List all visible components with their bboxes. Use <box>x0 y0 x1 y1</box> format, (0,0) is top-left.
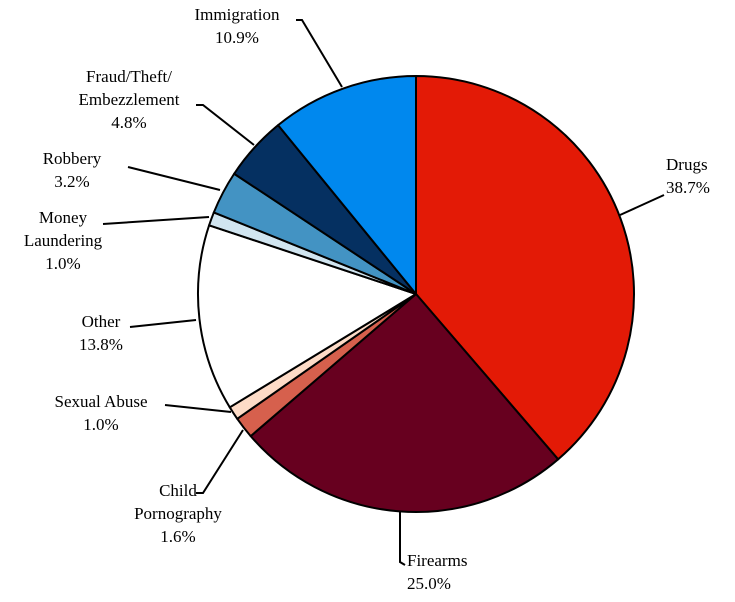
slice-name-money-laundering: Laundering <box>24 231 103 250</box>
slice-name-robbery: Robbery <box>43 149 102 168</box>
leader-line-drugs <box>619 194 665 216</box>
slice-value-sexual-abuse: 1.0% <box>83 415 118 434</box>
slice-label-drugs: Drugs 38.7% <box>666 155 710 197</box>
slice-name-firearms: Firearms <box>407 551 467 570</box>
slice-name-child-pornography: Pornography <box>134 504 222 523</box>
slice-name-fraud-theft-embezzlement: Embezzlement <box>78 90 179 109</box>
leader-lines <box>102 19 665 566</box>
leader-line-firearms <box>399 512 406 566</box>
slice-label-other: Other 13.8% <box>79 312 123 354</box>
slice-name-money-laundering: Money <box>39 208 88 227</box>
pie-slice-drugs <box>415 75 635 461</box>
slice-name-other: Other <box>82 312 121 331</box>
leader-line-other <box>129 319 197 328</box>
pie-slice-firearms <box>249 293 560 513</box>
slice-value-money-laundering: 1.0% <box>45 254 80 273</box>
leader-line-fraud-theft-embezzlement <box>196 104 255 146</box>
slice-label-fraud-theft-embezzlement: Fraud/Theft/Embezzlement 4.8% <box>78 67 179 132</box>
slice-value-fraud-theft-embezzlement: 4.8% <box>111 113 146 132</box>
leader-line-sexual-abuse <box>164 404 232 413</box>
slice-label-firearms: Firearms 25.0% <box>407 551 467 593</box>
slice-label-sexual-abuse: Sexual Abuse 1.0% <box>54 392 147 434</box>
slice-name-child-pornography: Child <box>159 481 197 500</box>
slice-name-fraud-theft-embezzlement: Fraud/Theft/ <box>86 67 172 86</box>
pie-slice-other <box>197 224 417 409</box>
slice-labels: Drugs 38.7% Firearms 25.0% Child Pornography 1… <box>24 5 710 593</box>
slice-value-robbery: 3.2% <box>54 172 89 191</box>
leader-line-immigration <box>296 19 343 88</box>
pie-slices <box>197 75 635 513</box>
pie-slice-immigration <box>277 75 417 295</box>
slice-label-child-pornography: Child Pornography 1.6% <box>134 481 222 546</box>
slice-value-other: 13.8% <box>79 335 123 354</box>
slice-name-sexual-abuse: Sexual Abuse <box>54 392 147 411</box>
slice-name-drugs: Drugs <box>666 155 708 174</box>
slice-label-immigration: Immigration 10.9% <box>195 5 280 47</box>
slice-label-money-laundering: Money Laundering 1.0% <box>24 208 103 273</box>
slice-value-child-pornography: 1.6% <box>160 527 195 546</box>
leader-line-money-laundering <box>102 216 210 225</box>
slice-value-immigration: 10.9% <box>215 28 259 47</box>
slice-value-drugs: 38.7% <box>666 178 710 197</box>
slice-value-firearms: 25.0% <box>407 574 451 593</box>
slice-label-robbery: Robbery 3.2% <box>43 149 102 191</box>
slice-name-immigration: Immigration <box>195 5 280 24</box>
leader-line-robbery <box>127 166 221 191</box>
leader-line-child-pornography <box>196 429 244 494</box>
